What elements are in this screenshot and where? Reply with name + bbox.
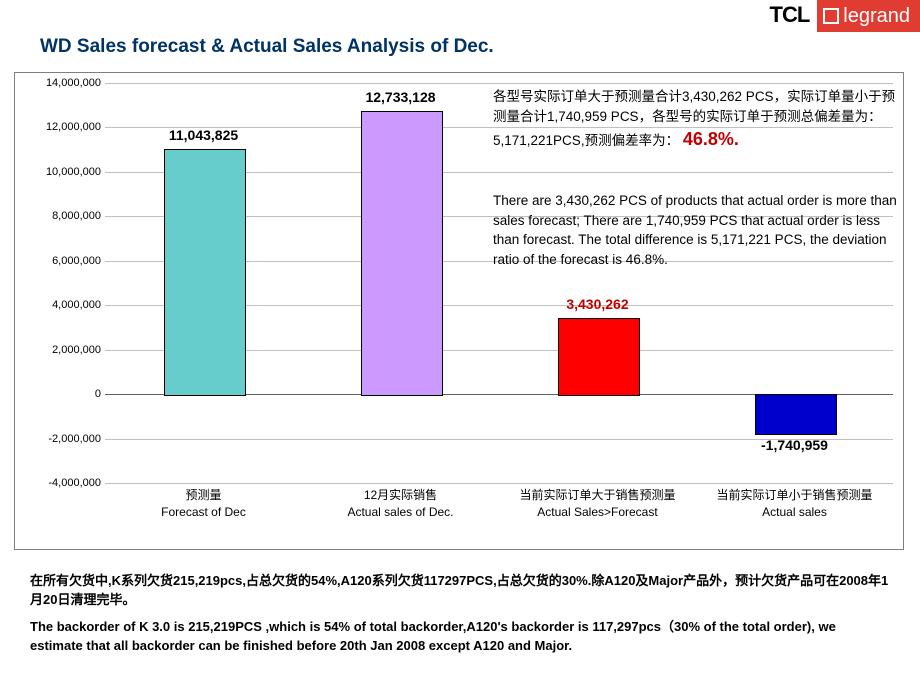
- bar-2: [558, 318, 640, 396]
- logo-legrand-text: legrand: [843, 5, 910, 28]
- xlabel-en-2: Actual Sales>Forecast: [499, 504, 696, 521]
- logo-tcl: TCL: [762, 0, 818, 32]
- chart-annotation-en: There are 3,430,262 PCS of products that…: [493, 191, 897, 269]
- y-axis-tick-label: 4,000,000: [21, 299, 101, 311]
- footer-en: The backorder of K 3.0 is 215,219PCS ,wh…: [30, 618, 890, 656]
- bar-value-label-1: 12,733,128: [321, 89, 481, 105]
- y-axis-tick-label: 2,000,000: [21, 344, 101, 356]
- header-bar: TCL legrand: [0, 0, 920, 38]
- logo-bar: TCL legrand: [762, 0, 920, 32]
- y-axis-tick-label: -2,000,000: [21, 433, 101, 445]
- y-axis-tick-label: 10,000,000: [21, 166, 101, 178]
- x-axis-label-2: 当前实际订单大于销售预测量Actual Sales>Forecast: [499, 487, 696, 521]
- xlabel-cn-0: 预测量: [105, 487, 302, 504]
- y-axis-tick-label: 8,000,000: [21, 210, 101, 222]
- gridline: [105, 483, 893, 484]
- chart-container: 11,043,82512,733,1283,430,262-1,740,959 …: [14, 72, 904, 550]
- gridline: [105, 83, 893, 84]
- footer-notes: 在所有欠货中,K系列欠货215,219pcs,占总欠货的54%,A120系列欠货…: [30, 572, 890, 663]
- xlabel-en-1: Actual sales of Dec.: [302, 504, 499, 521]
- xlabel-cn-3: 当前实际订单小于销售预测量: [696, 487, 893, 504]
- xlabel-cn-2: 当前实际订单大于销售预测量: [499, 487, 696, 504]
- logo-legrand: legrand: [817, 0, 920, 32]
- legrand-square-icon: [823, 8, 839, 24]
- x-axis-label-3: 当前实际订单小于销售预测量Actual sales: [696, 487, 893, 521]
- y-axis-tick-label: 6,000,000: [21, 255, 101, 267]
- y-axis-tick-label: 12,000,000: [21, 121, 101, 133]
- x-axis-label-0: 预测量Forecast of Dec: [105, 487, 302, 521]
- bar-value-label-3: -1,740,959: [715, 437, 875, 453]
- page-title: WD Sales forecast & Actual Sales Analysi…: [40, 36, 494, 58]
- y-axis-tick-label: -4,000,000: [21, 477, 101, 489]
- y-axis-tick-label: 0: [21, 388, 101, 400]
- xlabel-en-0: Forecast of Dec: [105, 504, 302, 521]
- bar-3: [755, 394, 837, 435]
- xlabel-en-3: Actual sales: [696, 504, 893, 521]
- bar-value-label-2: 3,430,262: [518, 296, 678, 312]
- xlabel-cn-1: 12月实际销售: [302, 487, 499, 504]
- x-axis-label-1: 12月实际销售Actual sales of Dec.: [302, 487, 499, 521]
- y-axis-tick-label: 14,000,000: [21, 77, 101, 89]
- bar-value-label-0: 11,043,825: [124, 127, 284, 143]
- bar-0: [164, 149, 246, 396]
- chart-annotation-cn: 各型号实际订单大于预测量合计3,430,262 PCS，实际订单量小于预测量合计…: [493, 87, 897, 152]
- annotation-emphasis: 46.8%.: [683, 129, 739, 149]
- footer-cn: 在所有欠货中,K系列欠货215,219pcs,占总欠货的54%,A120系列欠货…: [30, 572, 890, 610]
- bar-1: [361, 111, 443, 396]
- annotation-en-text: There are 3,430,262 PCS of products that…: [493, 193, 897, 267]
